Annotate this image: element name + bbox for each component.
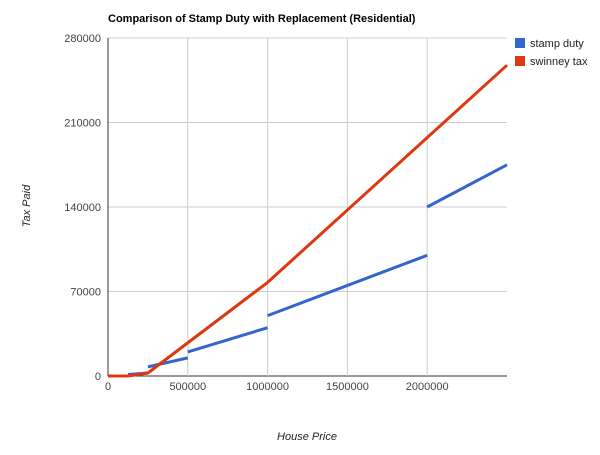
x-tick-label-3: 1500000 — [326, 381, 369, 393]
legend: stamp duty swinney tax — [515, 38, 588, 68]
y-tick-label-3: 210000 — [64, 118, 101, 130]
x-axis-title: House Price — [277, 431, 337, 443]
chart-title: Comparison of Stamp Duty with Replacemen… — [108, 13, 416, 25]
series-lines — [108, 64, 509, 378]
legend-label-swinney-tax: swinney tax — [530, 56, 588, 68]
y-tick-label-2: 140000 — [64, 202, 101, 214]
y-axis-ticks: 0 70000 140000 210000 280000 — [64, 33, 101, 383]
series-swinney-tax — [108, 64, 509, 378]
x-tick-label-0: 0 — [105, 381, 111, 393]
series-stamp-duty-segment-2 — [147, 356, 189, 369]
y-axis-title: Tax Paid — [21, 184, 33, 227]
legend-label-stamp-duty: stamp duty — [530, 38, 584, 50]
series-stamp-duty-segment-5 — [426, 163, 508, 209]
x-tick-label-2: 1000000 — [246, 381, 289, 393]
y-tick-label-0: 0 — [95, 371, 101, 383]
y-tick-label-1: 70000 — [70, 287, 101, 299]
series-stamp-duty — [108, 163, 508, 378]
gridlines — [107, 37, 507, 377]
series-stamp-duty-segment-3 — [187, 326, 269, 354]
x-tick-label-4: 2000000 — [406, 381, 449, 393]
y-tick-label-4: 280000 — [64, 33, 101, 45]
legend-swatch-swinney-tax — [515, 56, 525, 66]
x-tick-label-1: 500000 — [169, 381, 206, 393]
x-axis-ticks: 0 500000 1000000 1500000 2000000 — [105, 381, 449, 393]
series-swinney-tax-segment-0 — [108, 64, 509, 378]
legend-swatch-stamp-duty — [515, 38, 525, 48]
series-stamp-duty-segment-4 — [267, 253, 428, 318]
